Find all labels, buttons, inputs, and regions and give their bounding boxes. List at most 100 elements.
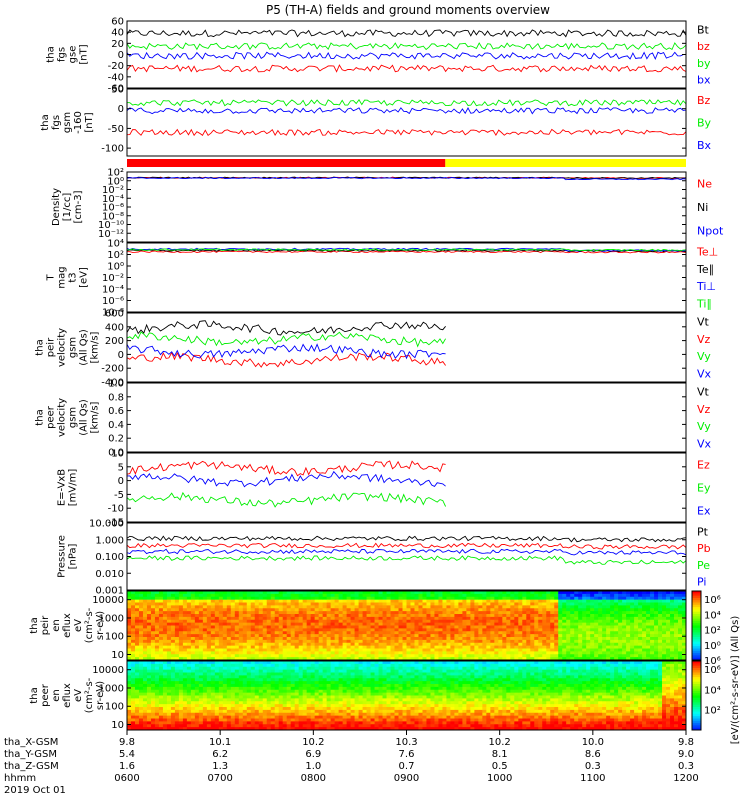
spectrogram-cell xyxy=(486,639,491,644)
spectrogram-cell xyxy=(614,657,619,661)
spectrogram-cell xyxy=(374,619,379,624)
spectrogram-cell xyxy=(566,654,571,658)
spectrogram-cell xyxy=(602,657,607,661)
spectrogram-cell xyxy=(462,654,467,658)
spectrogram-cell xyxy=(502,619,507,624)
spectrogram-cell xyxy=(478,599,483,603)
spectrogram-cell xyxy=(194,616,200,621)
spectrogram-cell xyxy=(486,591,491,595)
spectrogram-cell xyxy=(166,698,172,702)
spectrogram-cell xyxy=(186,681,192,685)
spectrogram-cell xyxy=(306,591,312,595)
spectrogram-cell xyxy=(194,684,200,688)
spectrogram-cell xyxy=(422,605,427,609)
spectrogram-cell xyxy=(294,602,300,606)
spectrogram-cell xyxy=(550,602,555,606)
spectrogram-cell xyxy=(374,599,379,603)
spectrogram-cell xyxy=(442,654,447,658)
spectrogram-cell xyxy=(210,678,216,682)
spectrogram-cell xyxy=(162,718,168,722)
spectrogram-cell xyxy=(290,616,296,621)
spectrogram-cell xyxy=(314,657,320,661)
spectrogram-cell xyxy=(554,593,559,598)
spectrogram-cell xyxy=(206,622,212,626)
spectrogram-cell xyxy=(134,625,140,629)
spectrogram-cell xyxy=(274,616,280,621)
spectrogram-cell xyxy=(542,599,547,603)
spectrogram-cell xyxy=(194,639,200,644)
spectrogram-cell xyxy=(286,712,292,717)
spectrogram-cell xyxy=(382,593,387,598)
ytick-label: 0.010 xyxy=(95,569,124,580)
spectrogram-cell xyxy=(642,639,647,644)
spectrogram-cell xyxy=(314,611,320,615)
spectrogram-cell xyxy=(174,605,180,609)
spectrogram-cell xyxy=(646,616,651,621)
spectrogram-cell xyxy=(190,651,196,655)
spectrogram-cell xyxy=(346,611,351,615)
spectrogram-cell xyxy=(182,591,188,595)
spectrogram-cell xyxy=(402,657,407,661)
ytick-label: -400 xyxy=(101,378,124,389)
spectrogram-cell xyxy=(202,625,208,629)
spectrogram-cell xyxy=(234,622,240,626)
spectrogram-cell xyxy=(222,651,228,655)
spectrogram-cell xyxy=(546,657,551,661)
spectrogram-cell xyxy=(594,634,599,638)
spectrogram-cell xyxy=(182,709,188,714)
spectrogram-cell xyxy=(678,657,683,661)
spectrogram-cell xyxy=(166,596,172,601)
spectrogram-cell xyxy=(378,602,383,606)
spectrogram-cell xyxy=(218,657,224,661)
spectrogram-cell xyxy=(510,596,515,601)
spectrogram-cell xyxy=(210,727,216,731)
spectrogram-cell xyxy=(338,692,344,696)
spectrogram-cell xyxy=(310,715,316,719)
spectrogram-cell xyxy=(318,628,324,632)
spectrogram-cell xyxy=(246,689,252,694)
spectrogram-cell xyxy=(322,681,328,685)
spectrogram-cell xyxy=(590,596,595,601)
spectrogram-cell xyxy=(214,608,220,612)
spectrogram-cell xyxy=(326,701,332,705)
spectrogram-cell xyxy=(130,596,136,601)
spectrogram-cell xyxy=(454,625,459,629)
spectrogram-cell xyxy=(166,616,172,621)
spectrogram-cell xyxy=(598,619,603,624)
spectrogram-cell xyxy=(366,605,371,609)
spectrogram-cell xyxy=(346,695,351,699)
ylabel-line: peir xyxy=(40,615,51,635)
spectrogram-cell xyxy=(174,648,180,652)
spectrogram-cell xyxy=(534,591,539,595)
spectrogram-cell xyxy=(330,718,336,722)
spectrogram-cell xyxy=(286,721,292,725)
spectrogram-cell xyxy=(278,639,284,644)
spectrogram-cell xyxy=(178,648,184,652)
spectrogram-cell xyxy=(446,642,451,647)
spectrogram-cell xyxy=(410,639,415,644)
spectrogram-cell xyxy=(490,648,495,652)
spectrogram-cell xyxy=(574,614,579,618)
spectrogram-cell xyxy=(170,631,176,635)
spectrogram-cell xyxy=(358,614,363,618)
spectrogram-cell xyxy=(262,642,268,647)
spectrogram-cell xyxy=(226,614,232,618)
spectrogram-cell xyxy=(298,611,304,615)
spectrogram-cell xyxy=(130,704,136,708)
spectrogram-cell xyxy=(594,602,599,606)
spectrogram-cell xyxy=(326,591,332,595)
spectrogram-cell xyxy=(342,721,347,725)
spectrogram-cell xyxy=(210,663,216,668)
spectrogram-cell xyxy=(146,637,152,641)
spectrogram-cell xyxy=(362,622,367,626)
spectrogram-cell xyxy=(610,593,615,598)
spectrogram-cell xyxy=(254,654,260,658)
spectrogram-cell xyxy=(254,663,260,668)
spectrogram-cell xyxy=(598,622,603,626)
spectrogram-cell xyxy=(186,707,192,711)
spectrogram-cell xyxy=(618,591,623,595)
spectrogram-cell xyxy=(554,651,559,655)
spectrogram-cell xyxy=(266,645,272,649)
spectrogram-cell xyxy=(154,657,160,661)
